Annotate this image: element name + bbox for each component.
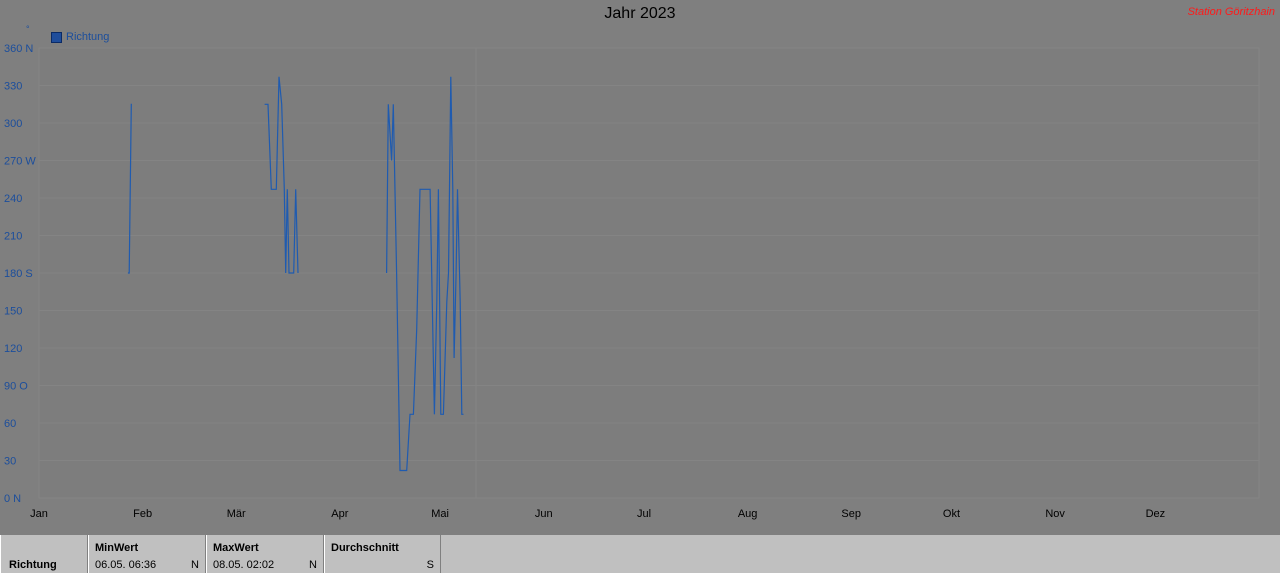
chart-area: 360 N 330 300 270 W 240 210 180 S 150 120 90 O 60 3…	[4, 43, 1166, 520]
max-label: MaxWert	[213, 542, 259, 554]
max-value: 08.05. 02:02	[213, 559, 275, 571]
y-tick-label: 360 N	[4, 43, 33, 55]
avg-cell: Durchschnitt S	[324, 535, 441, 573]
x-tick-label: Jul	[637, 508, 651, 520]
chart-title: Jahr 2023	[604, 5, 676, 22]
x-tick-label: Okt	[943, 508, 960, 520]
y-tick-label: 120	[4, 343, 22, 355]
y-tick-label: 90 O	[4, 381, 28, 393]
stats-row-label: Richtung	[9, 559, 57, 571]
min-direction: N	[191, 559, 199, 571]
series-line-segment	[264, 76, 299, 274]
x-tick-label: Aug	[738, 508, 758, 520]
avg-direction: S	[426, 559, 434, 571]
x-tick-label: Sep	[841, 508, 861, 520]
x-tick-label: Nov	[1045, 508, 1065, 520]
y-tick-label: 300	[4, 118, 22, 130]
stats-footer: Richtung MinWert 06.05. 06:36 N MaxWert …	[0, 535, 1280, 573]
x-tick-label: Dez	[1146, 508, 1166, 520]
y-tick-label: 240	[4, 193, 22, 205]
max-cell: MaxWert 08.05. 02:02 N	[206, 535, 324, 573]
y-tick-label: 150	[4, 306, 22, 318]
avg-label: Durchschnitt	[331, 542, 399, 554]
min-label: MinWert	[95, 542, 139, 554]
y-tick-label: 330	[4, 81, 22, 93]
x-tick-label: Jan	[30, 508, 48, 520]
y-tick-label: 60	[4, 418, 16, 430]
x-tick-label: Mär	[227, 508, 246, 520]
min-cell: MinWert 06.05. 06:36 N	[88, 535, 206, 573]
x-tick-label: Jun	[535, 508, 553, 520]
max-direction: N	[309, 559, 317, 571]
stats-row-label-cell: Richtung	[0, 535, 88, 573]
x-tick-label: Feb	[133, 508, 152, 520]
unit-symbol: °	[26, 24, 30, 34]
y-tick-label: 30	[4, 456, 16, 468]
y-tick-label: 270 W	[4, 156, 36, 168]
y-tick-label: 180 S	[4, 268, 33, 280]
series-line-segment	[127, 103, 132, 274]
legend: Richtung	[51, 31, 109, 43]
y-tick-label: 210	[4, 231, 22, 243]
legend-label: Richtung	[66, 31, 110, 43]
series-line-segment	[386, 76, 464, 472]
y-tick-label: 0 N	[4, 493, 21, 505]
min-value: 06.05. 06:36	[95, 559, 157, 571]
x-tick-label: Mai	[431, 508, 449, 520]
x-tick-label: Apr	[331, 508, 348, 520]
legend-swatch	[51, 31, 62, 43]
station-name: Station Göritzhain	[1187, 6, 1275, 18]
